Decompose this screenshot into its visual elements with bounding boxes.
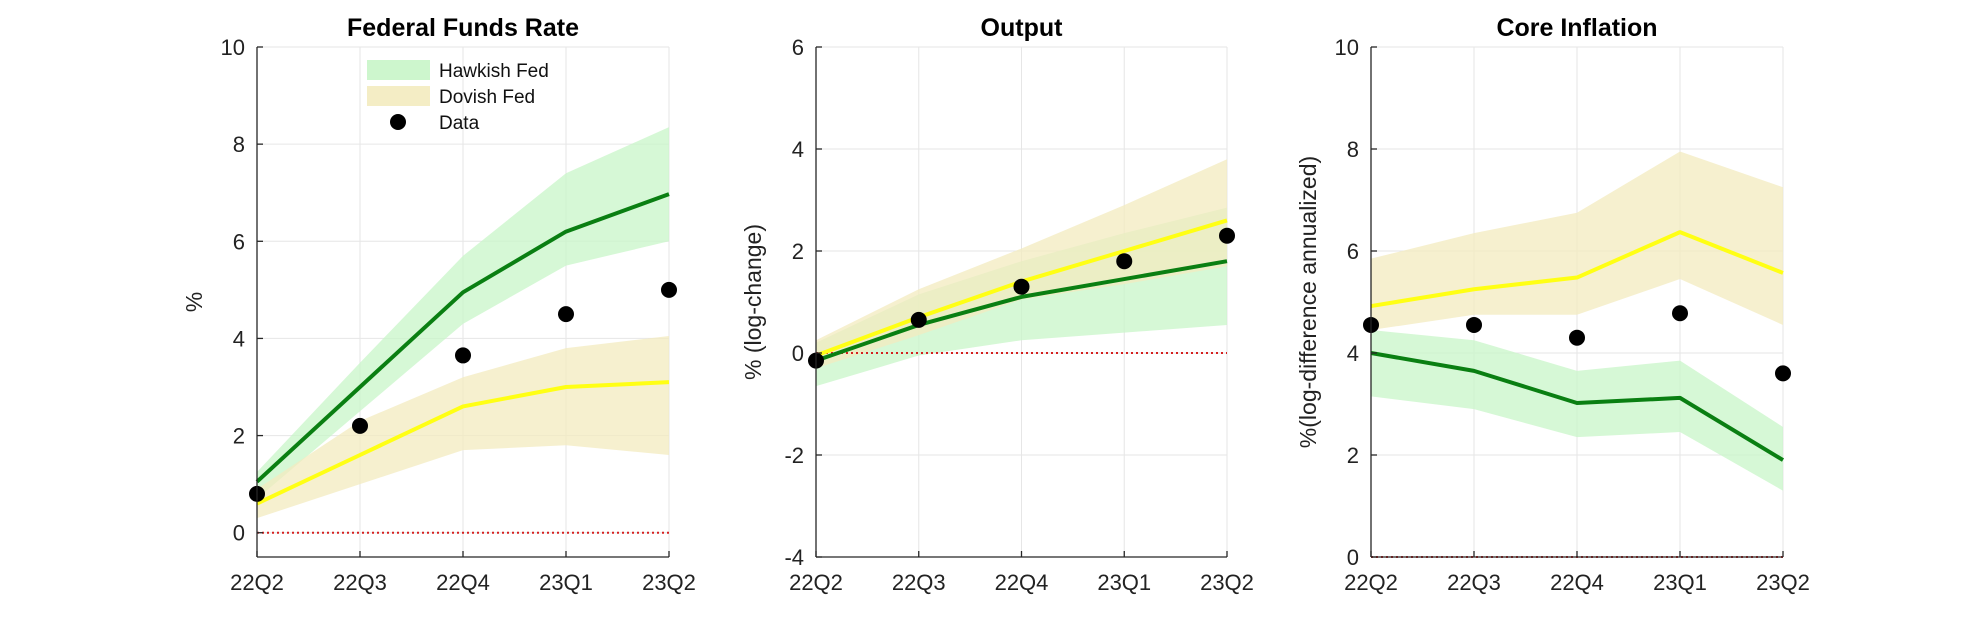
data-point (1569, 329, 1585, 346)
x-tick-label: 22Q2 (789, 570, 843, 595)
y-tick-label: 0 (1347, 545, 1359, 570)
chart-title: Output (981, 14, 1064, 42)
x-tick-label: 23Q1 (1653, 570, 1707, 595)
y-tick-label: 2 (792, 239, 804, 264)
series-line-dovish-fed (1370, 230, 1784, 309)
series-line-dovish-fed (256, 380, 670, 506)
x-tick-label: 22Q3 (333, 570, 387, 595)
y-tick-label: 0 (233, 521, 245, 546)
y-tick-label: 4 (233, 326, 245, 351)
y-tick-label: 8 (233, 132, 245, 157)
series-line-hawkish-fed (1370, 351, 1785, 462)
band-dovish-fed (1371, 151, 1783, 331)
data-point (661, 281, 677, 298)
data-point (455, 347, 471, 364)
chart-title: Federal Funds Rate (347, 14, 579, 42)
y-tick-label: 2 (1347, 443, 1359, 468)
y-tick-label: -2 (784, 443, 804, 468)
y-tick-label: -4 (784, 545, 804, 570)
legend-swatch (367, 60, 430, 80)
data-point (1219, 227, 1235, 244)
y-tick-label: 6 (233, 229, 245, 254)
x-tick-label: 22Q3 (892, 570, 946, 595)
y-tick-label: 6 (792, 35, 804, 60)
x-tick-label: 23Q1 (1097, 570, 1151, 595)
data-point (1466, 316, 1482, 333)
x-tick-label: 23Q2 (1756, 570, 1810, 595)
panel-1: 0 2 4 6 8 10 22Q2 22Q3 22Q4 23Q1 23Q2 Federal Funds… (181, 14, 696, 595)
data-point (352, 417, 368, 434)
x-tick-label: 22Q4 (436, 570, 490, 595)
legend-marker (390, 114, 406, 130)
series-line-hawkish-fed (255, 192, 670, 484)
panel-2: -4 -2 0 2 4 6 22Q2 22Q3 22Q4 23Q1 23Q2 Output % (log… (740, 14, 1254, 595)
data-point (1013, 278, 1030, 295)
legend-label: Data (439, 113, 480, 134)
data-point (558, 306, 574, 323)
x-tick-label: 22Q2 (230, 570, 284, 595)
band-dovish-fed (257, 336, 669, 519)
x-tick-label: 22Q2 (1344, 570, 1398, 595)
y-tick-label: 10 (221, 35, 245, 60)
legend: Hawkish Fed Dovish Fed Data (367, 60, 549, 134)
legend-label: Dovish Fed (439, 87, 535, 108)
data-point (1116, 253, 1133, 270)
chart-title: Core Inflation (1496, 14, 1657, 42)
y-tick-label: 10 (1335, 35, 1359, 60)
y-tick-label: 2 (233, 424, 245, 449)
y-tick-label: 6 (1347, 239, 1359, 264)
y-tick-label: 8 (1347, 137, 1359, 162)
y-tick-label: 4 (792, 137, 804, 162)
y-axis-label: %(log-difference annualized) (1295, 156, 1321, 448)
y-axis-label: % (181, 292, 207, 312)
x-tick-label: 22Q3 (1447, 570, 1501, 595)
y-axis-label: % (log-change) (740, 224, 766, 380)
legend-swatch (367, 86, 430, 106)
y-tick-label: 0 (792, 341, 804, 366)
data-point (910, 311, 927, 328)
data-point (1775, 365, 1791, 382)
y-tick-label: 4 (1347, 341, 1359, 366)
data-point (1672, 305, 1688, 322)
panel-3: 0 2 4 6 8 10 22Q2 22Q3 22Q4 23Q1 23Q2 Core Inflatio… (1295, 14, 1810, 595)
x-tick-label: 23Q2 (1200, 570, 1254, 595)
x-tick-label: 22Q4 (1550, 570, 1604, 595)
x-tick-label: 23Q2 (642, 570, 696, 595)
band-hawkish-fed (257, 127, 669, 499)
x-tick-label: 23Q1 (539, 570, 593, 595)
x-tick-label: 22Q4 (995, 570, 1049, 595)
series-line-hawkish-fed (815, 259, 1228, 363)
legend-label: Hawkish Fed (439, 61, 549, 82)
